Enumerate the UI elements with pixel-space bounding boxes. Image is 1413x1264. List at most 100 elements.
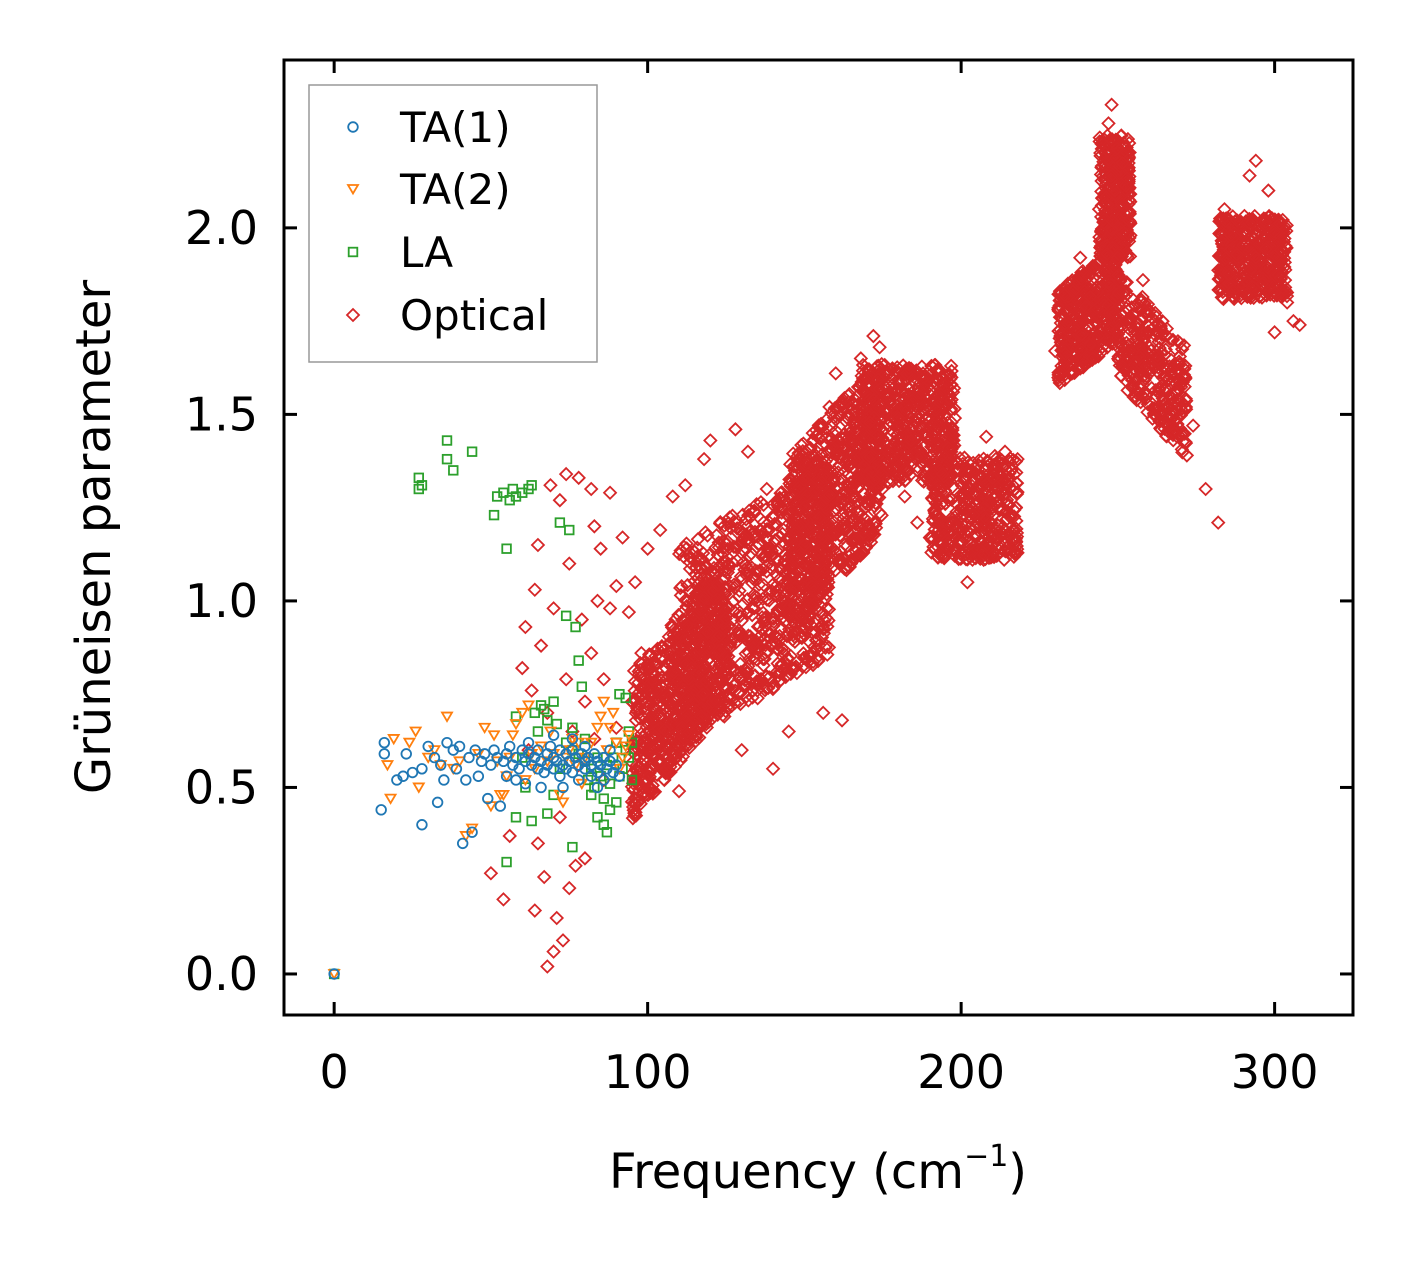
point-optical [1097,197,1113,212]
point-optical [1269,249,1284,264]
point-optical [934,428,949,444]
point-optical [926,464,941,480]
point-optical [944,415,959,430]
point-optical [796,472,811,487]
point-optical [789,518,805,534]
point-optical [782,606,797,622]
point-optical [891,421,907,436]
point-optical [753,635,769,650]
point-optical [765,547,781,563]
point-optical [798,534,813,549]
point-optical [773,672,788,688]
point-optical [514,660,530,676]
point-optical [868,516,883,532]
point-optical [1178,393,1194,409]
point-optical [1274,253,1289,268]
point-optical [555,933,571,948]
point-optical [690,532,706,547]
point-optical [801,589,817,605]
point-optical [885,473,901,489]
point-optical [1229,247,1245,262]
point-optical [718,611,734,626]
point-optical [633,670,648,685]
point-optical [1136,368,1152,384]
point-optical [1127,362,1142,378]
point-optical [1129,392,1145,407]
point-optical [657,772,672,788]
point-optical [667,751,683,767]
point-optical [1111,349,1127,364]
point-optical [841,445,857,461]
point-optical [1051,300,1066,315]
point-optical [901,360,917,376]
point-optical [847,534,862,549]
point-optical [821,444,836,460]
point-optical [734,613,749,628]
point-optical [754,547,769,562]
point-optical [632,705,647,721]
point-optical [817,563,833,578]
point-optical [989,548,1005,564]
point-optical [688,733,704,749]
point-optical [1107,136,1122,151]
point-optical [856,545,871,561]
point-optical [870,427,885,443]
point-optical [1051,365,1066,380]
point-optical [590,593,605,609]
point-optical [781,621,797,637]
point-optical [704,674,719,689]
point-optical [800,564,815,580]
point-optical [938,495,954,511]
point-optical [536,869,552,885]
point-optical [827,400,843,416]
point-optical [998,540,1014,556]
point-optical [1112,298,1127,314]
point-optical [1256,211,1272,226]
point-optical [1121,135,1137,151]
point-optical [759,592,775,607]
point-optical [925,533,940,548]
point-optical [546,601,561,616]
point-optical [797,499,813,515]
point-optical [675,612,691,628]
point-optical [914,372,930,387]
point-optical [995,502,1010,518]
point-optical [673,588,689,603]
point-optical [1071,274,1087,290]
point-optical [1056,340,1072,356]
point-optical [641,707,656,723]
point-optical [840,524,855,539]
point-optical [712,663,728,679]
point-optical [946,380,962,396]
point-optical [684,652,699,667]
point-optical [1104,213,1120,228]
point-optical [814,429,830,444]
point-optical [864,464,880,480]
point-optical [562,556,577,571]
point-optical [918,411,933,426]
point-optical [967,527,982,543]
point-optical [923,474,939,489]
point-optical [1152,340,1167,356]
point-optical [527,582,543,597]
point-optical [632,734,647,749]
point-optical [907,414,922,430]
point-optical [1135,327,1151,343]
point-optical [858,401,873,416]
point-optical [818,534,833,549]
point-optical [1154,327,1169,343]
point-optical [969,537,984,552]
point-optical [639,715,654,730]
point-optical [812,510,827,526]
point-optical [750,678,765,693]
point-optical [1094,173,1109,189]
point-optical [843,504,858,520]
point-optical [995,456,1010,472]
point-optical [1159,428,1175,444]
point-optical [726,577,742,592]
point-optical [692,650,707,665]
point-optical [1141,362,1156,378]
point-optical [814,607,830,623]
point-optical [1243,260,1259,276]
point-optical [1170,333,1186,349]
